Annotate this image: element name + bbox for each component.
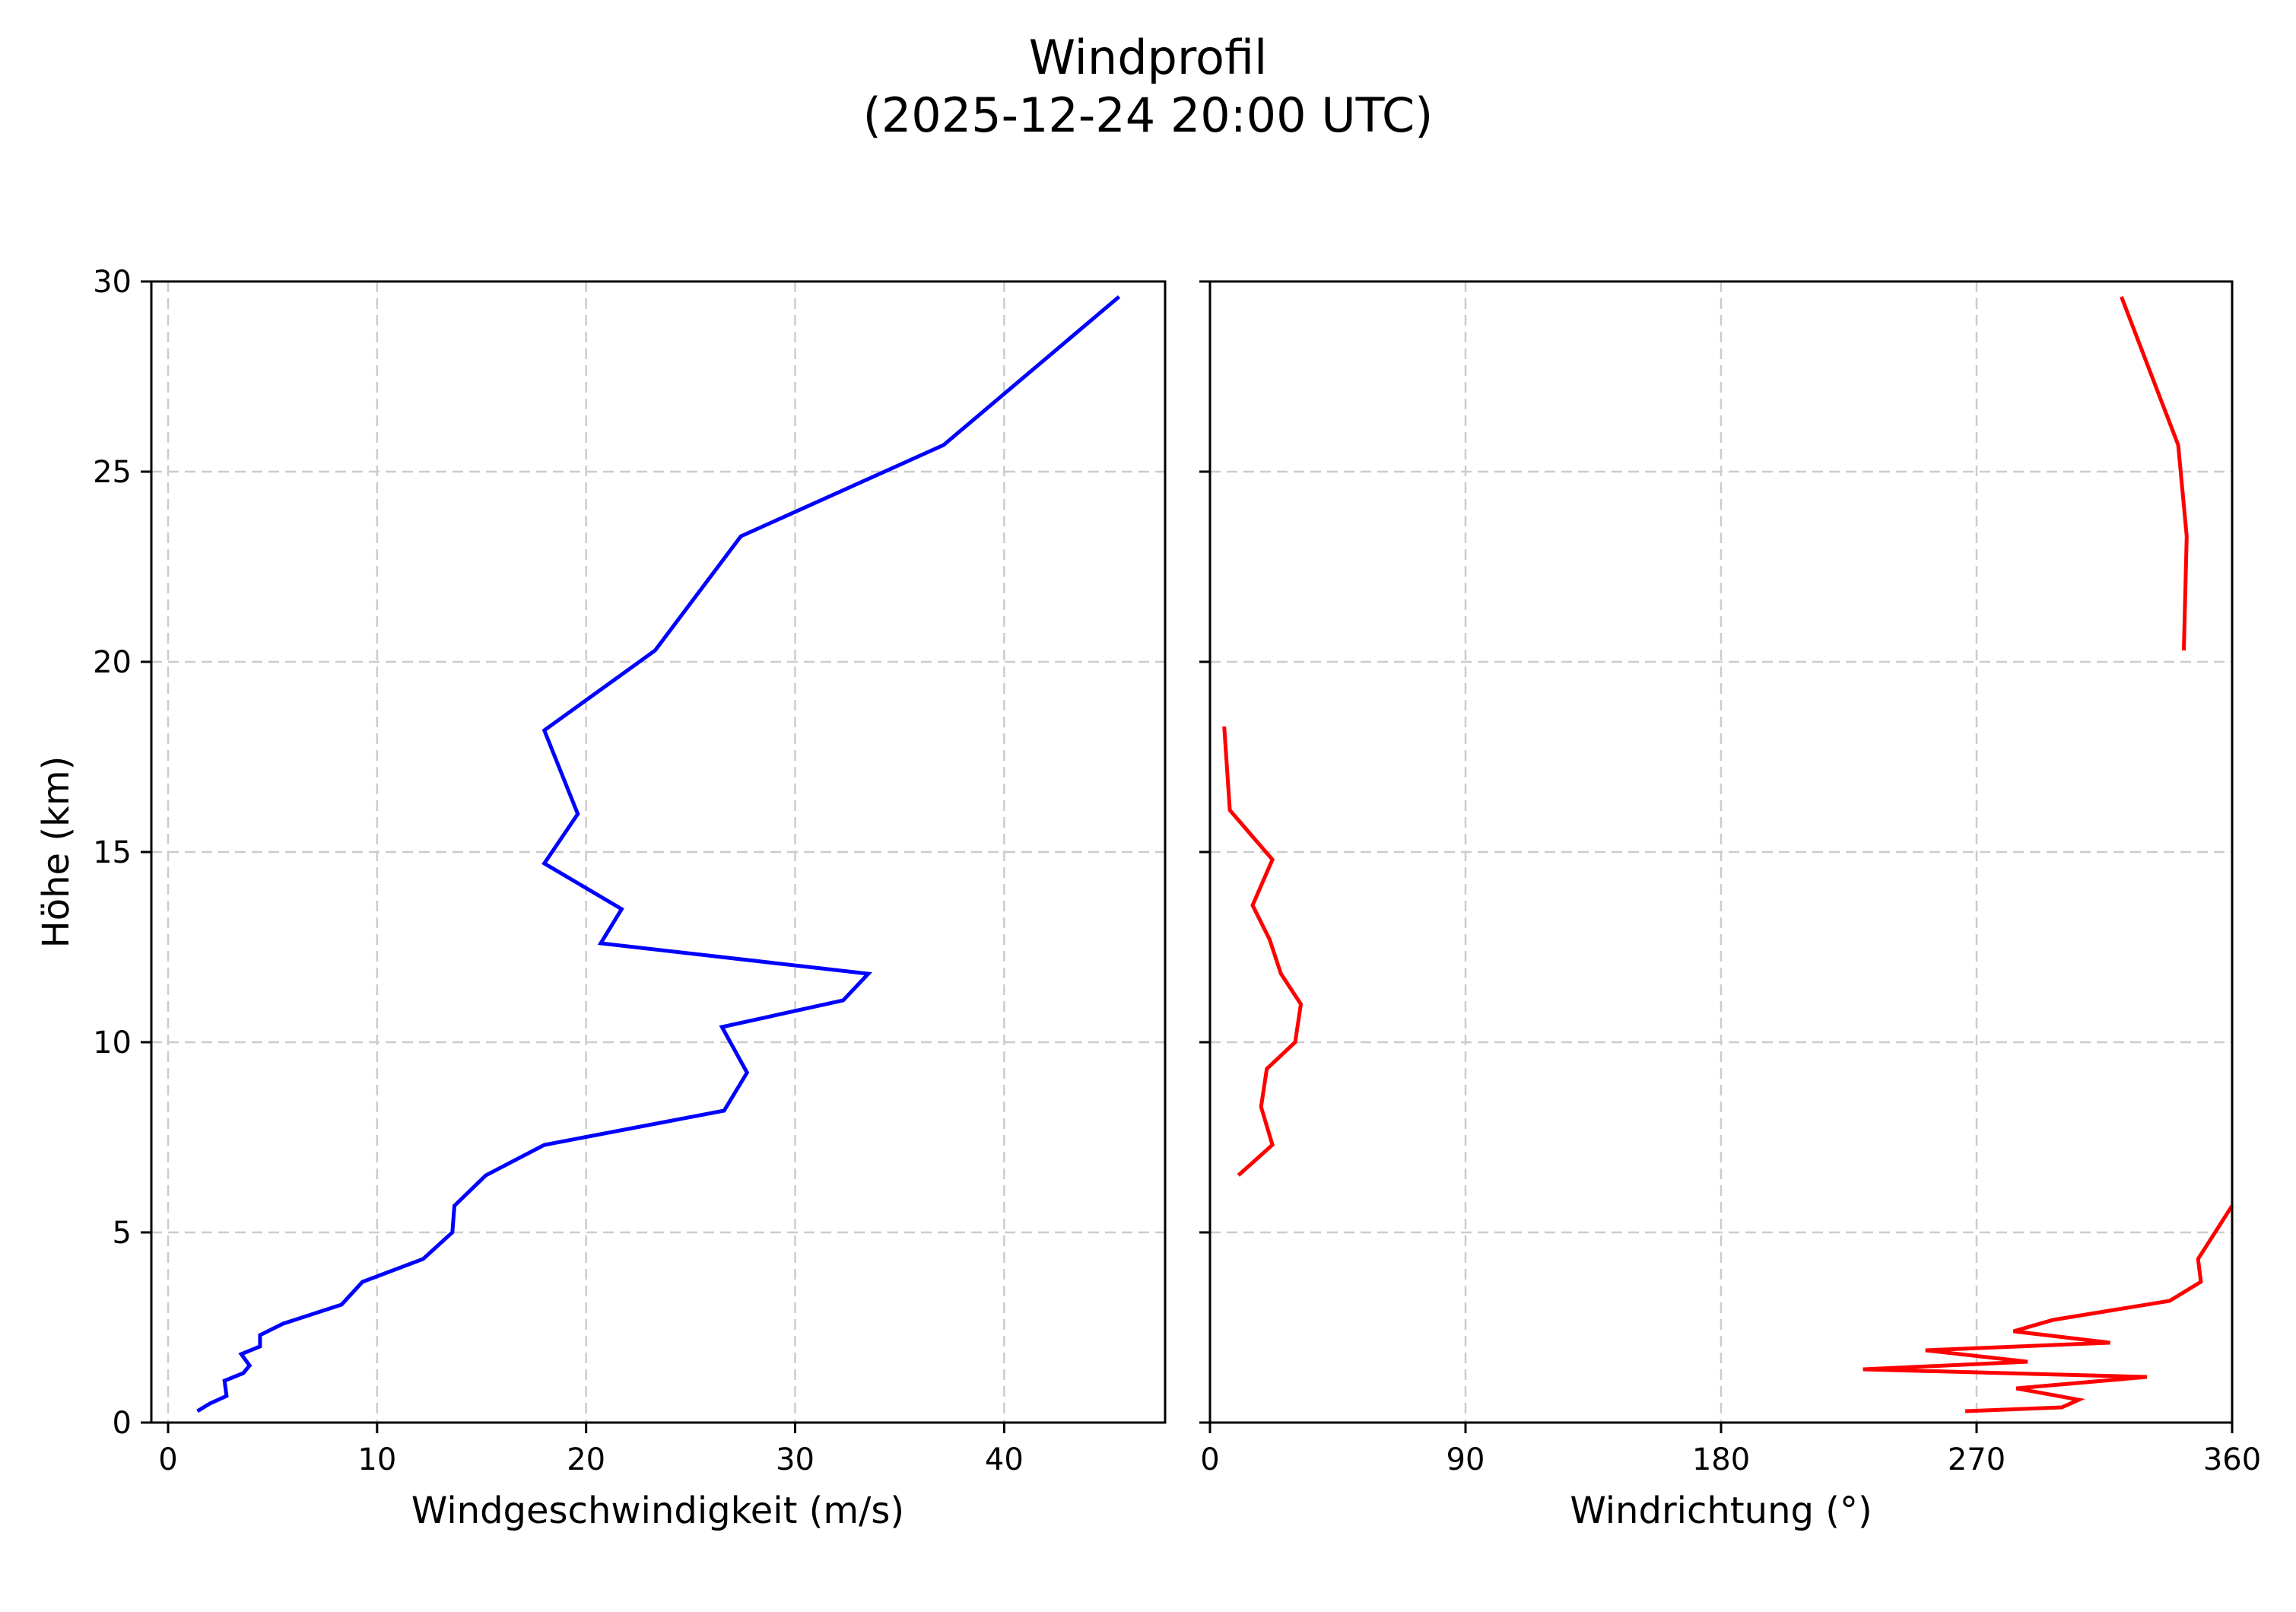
- x-tick-label: 30: [776, 1442, 815, 1477]
- x-tick-label: 270: [1948, 1442, 2005, 1477]
- right-gridlines: [1208, 280, 2234, 1424]
- y-tick-label: 20: [93, 645, 132, 680]
- x-tick-label: 90: [1447, 1442, 1485, 1477]
- y-tick-label: 0: [113, 1406, 132, 1441]
- y-tick-label: 30: [93, 265, 132, 300]
- y-tick-label: 5: [113, 1216, 132, 1251]
- wind-speed-panel: 0 10 20 30 40 0 5 10 15 20 25 30 Windgeschwindigkei…: [35, 265, 1167, 1532]
- x-tick-label: 0: [158, 1442, 177, 1477]
- x-tick-label: 180: [1692, 1442, 1750, 1477]
- y-tick-label: 10: [93, 1025, 132, 1060]
- wind-speed-line: [196, 295, 1121, 1413]
- left-ylabel: Höhe (km): [35, 756, 78, 949]
- left-axis-ticks: 0 10 20 30 40 0 5 10 15 20 25 30: [93, 265, 1024, 1477]
- left-xlabel: Windgeschwindigkeit (m/s): [411, 1490, 904, 1532]
- chart-subtitle: (2025-12-24 20:00 UTC): [862, 87, 1434, 143]
- x-tick-label: 20: [567, 1442, 605, 1477]
- x-tick-label: 360: [2203, 1442, 2261, 1477]
- wind-direction-line: [1222, 726, 1304, 1177]
- wind-direction-line: [1863, 1204, 2234, 1413]
- wind-direction-line: [2120, 296, 2189, 651]
- wind-direction-lines: [1222, 296, 2234, 1413]
- y-tick-label: 15: [93, 835, 132, 870]
- right-xlabel: Windrichtung (°): [1570, 1490, 1872, 1532]
- right-axis-ticks: 0 90 180 270 360: [1199, 280, 2261, 1477]
- x-tick-label: 0: [1200, 1442, 1219, 1477]
- y-tick-label: 25: [93, 455, 132, 490]
- x-tick-label: 40: [985, 1442, 1024, 1477]
- left-gridlines: [151, 280, 1165, 1424]
- wind-direction-panel: 0 90 180 270 360 Windrichtung (°): [1199, 280, 2261, 1532]
- chart-title: Windprofil: [1028, 30, 1268, 85]
- x-tick-label: 10: [357, 1442, 396, 1477]
